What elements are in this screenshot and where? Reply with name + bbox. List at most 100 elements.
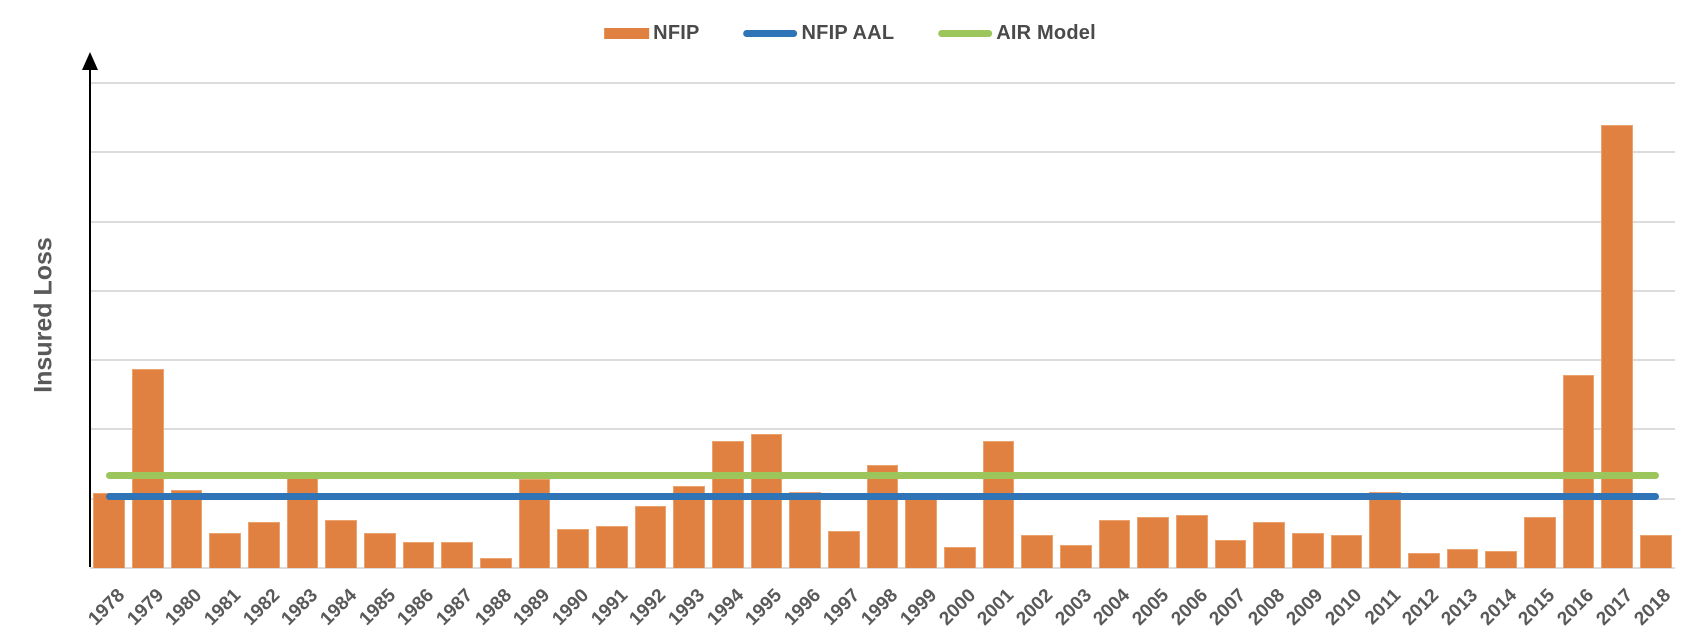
bar-1982 bbox=[248, 521, 280, 568]
x-tick-label-1995: 1995 bbox=[741, 585, 787, 630]
gridline bbox=[90, 289, 1675, 292]
x-tick-label-1987: 1987 bbox=[432, 585, 478, 630]
bar-2010 bbox=[1330, 534, 1363, 568]
series-line-nfip-aal bbox=[106, 493, 1659, 501]
bar-1992 bbox=[634, 506, 667, 568]
bar-2015 bbox=[1523, 517, 1556, 568]
x-tick-label-2005: 2005 bbox=[1128, 585, 1173, 630]
x-tick-label-2009: 2009 bbox=[1282, 585, 1328, 630]
legend-item-air-model: AIR Model bbox=[938, 22, 1096, 45]
x-tick-label-1988: 1988 bbox=[471, 585, 516, 630]
x-tick-label-1981: 1981 bbox=[200, 585, 246, 630]
legend-item-nfip-aal: NFIP AAL bbox=[743, 22, 895, 45]
gridline bbox=[90, 151, 1675, 154]
x-tick-label-1979: 1979 bbox=[123, 585, 168, 630]
bar-1994 bbox=[712, 440, 744, 568]
x-tick-label-2014: 2014 bbox=[1476, 585, 1521, 630]
x-tick-label-2015: 2015 bbox=[1514, 585, 1560, 630]
bar-2011 bbox=[1369, 492, 1401, 568]
x-tick-label-1983: 1983 bbox=[277, 585, 323, 630]
x-tick-label-1990: 1990 bbox=[548, 585, 594, 630]
x-tick-label-1978: 1978 bbox=[84, 585, 130, 630]
bar-2000 bbox=[943, 547, 976, 568]
x-tick-label-1982: 1982 bbox=[239, 585, 284, 630]
x-tick-label-2006: 2006 bbox=[1166, 585, 1212, 630]
x-tick-label-2016: 2016 bbox=[1553, 585, 1599, 630]
y-axis-line bbox=[88, 64, 91, 567]
bar-2007 bbox=[1214, 540, 1247, 568]
x-tick-label-2018: 2018 bbox=[1630, 585, 1676, 630]
bar-1986 bbox=[402, 541, 435, 568]
bar-2009 bbox=[1291, 532, 1324, 568]
bar-1978 bbox=[93, 493, 126, 568]
bar-1995 bbox=[750, 434, 783, 568]
x-tick-label-2004: 2004 bbox=[1089, 585, 1135, 630]
bar-2017 bbox=[1601, 124, 1633, 568]
bar-2008 bbox=[1253, 521, 1285, 568]
gridline bbox=[90, 359, 1675, 362]
nfip-bar-swatch-icon bbox=[604, 28, 650, 39]
bar-2002 bbox=[1021, 534, 1053, 568]
x-axis-line bbox=[90, 567, 1675, 569]
x-tick-label-1991: 1991 bbox=[586, 585, 632, 630]
x-tick-label-2008: 2008 bbox=[1244, 585, 1289, 630]
bar-1997 bbox=[827, 530, 860, 568]
x-tick-label-1985: 1985 bbox=[355, 585, 400, 630]
legend-label-nfip: NFIP bbox=[653, 22, 700, 44]
x-tick-label-2007: 2007 bbox=[1205, 585, 1251, 630]
bar-1996 bbox=[789, 492, 822, 568]
bar-1987 bbox=[441, 542, 474, 568]
x-tick-label-2001: 2001 bbox=[973, 585, 1019, 630]
gridline bbox=[90, 82, 1675, 84]
bar-1988 bbox=[480, 557, 512, 568]
bar-1983 bbox=[286, 477, 319, 568]
bar-2005 bbox=[1137, 517, 1169, 568]
series-line-air-model bbox=[106, 471, 1659, 479]
x-tick-label-2003: 2003 bbox=[1050, 585, 1096, 630]
bar-1998 bbox=[866, 465, 899, 568]
bar-1980 bbox=[170, 489, 203, 568]
x-tick-label-1984: 1984 bbox=[316, 585, 362, 630]
bar-2003 bbox=[1059, 545, 1092, 568]
x-tick-label-1997: 1997 bbox=[818, 585, 864, 630]
x-tick-label-2002: 2002 bbox=[1012, 585, 1057, 630]
bar-1990 bbox=[557, 529, 590, 568]
x-tick-label-2010: 2010 bbox=[1321, 585, 1367, 630]
bar-2006 bbox=[1175, 514, 1208, 568]
bar-2014 bbox=[1485, 550, 1517, 568]
air-model-line-swatch-icon bbox=[938, 30, 993, 37]
bar-2004 bbox=[1098, 520, 1131, 568]
nfip-aal-line-swatch-icon bbox=[743, 30, 798, 37]
bar-1985 bbox=[364, 533, 396, 568]
bar-1979 bbox=[132, 369, 164, 568]
bar-1991 bbox=[596, 525, 628, 568]
x-tick-label-1994: 1994 bbox=[702, 585, 748, 630]
legend-label-air-model: AIR Model bbox=[996, 22, 1096, 44]
y-axis-arrow-icon bbox=[82, 52, 98, 70]
x-tick-label-1996: 1996 bbox=[780, 585, 826, 630]
legend: NFIP NFIP AAL AIR Model bbox=[604, 22, 1096, 45]
bar-1999 bbox=[905, 499, 937, 568]
legend-item-nfip: NFIP bbox=[604, 22, 699, 45]
x-tick-label-1998: 1998 bbox=[857, 585, 903, 630]
x-tick-label-1986: 1986 bbox=[393, 585, 439, 630]
bar-2012 bbox=[1407, 553, 1440, 568]
bar-1984 bbox=[325, 519, 358, 568]
legend-label-nfip-aal: NFIP AAL bbox=[801, 22, 895, 44]
x-tick-label-1980: 1980 bbox=[161, 585, 207, 630]
x-tick-label-2000: 2000 bbox=[934, 585, 980, 630]
bar-2018 bbox=[1639, 534, 1672, 568]
bar-2013 bbox=[1446, 548, 1479, 568]
gridline bbox=[90, 220, 1675, 223]
bar-2001 bbox=[982, 441, 1015, 568]
x-tick-label-1989: 1989 bbox=[509, 585, 555, 630]
x-tick-label-2017: 2017 bbox=[1592, 585, 1637, 630]
gridline bbox=[90, 428, 1675, 431]
x-tick-label-1999: 1999 bbox=[896, 585, 942, 630]
x-tick-label-2011: 2011 bbox=[1360, 585, 1405, 630]
x-tick-label-1993: 1993 bbox=[664, 585, 710, 630]
x-tick-label-2013: 2013 bbox=[1437, 585, 1483, 630]
bar-1981 bbox=[209, 532, 242, 568]
